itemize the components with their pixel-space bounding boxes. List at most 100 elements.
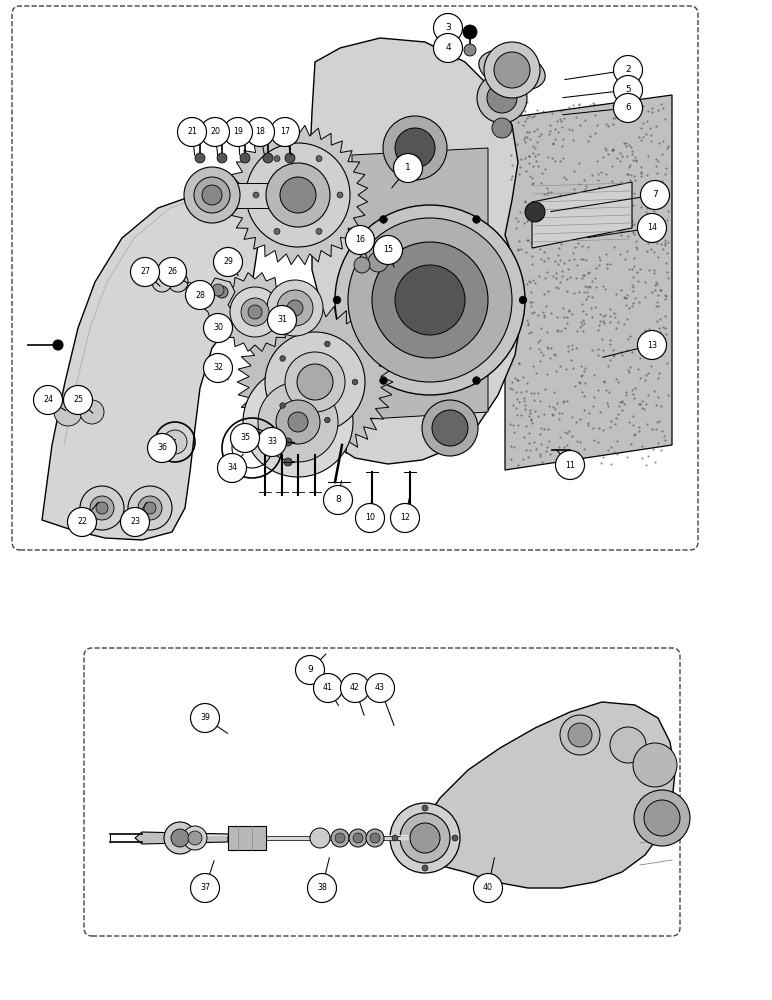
- Circle shape: [395, 128, 435, 168]
- Polygon shape: [505, 95, 672, 470]
- Circle shape: [277, 290, 313, 326]
- Circle shape: [138, 496, 162, 520]
- Text: 31: 31: [277, 316, 287, 324]
- Circle shape: [477, 73, 527, 123]
- Circle shape: [392, 835, 398, 841]
- Circle shape: [202, 185, 222, 205]
- Polygon shape: [352, 148, 488, 420]
- Circle shape: [472, 216, 480, 223]
- Text: 22: 22: [77, 518, 87, 526]
- Circle shape: [614, 55, 642, 84]
- Text: 6: 6: [625, 104, 631, 112]
- Circle shape: [152, 272, 172, 292]
- Circle shape: [335, 205, 525, 395]
- Circle shape: [297, 364, 333, 400]
- Circle shape: [194, 177, 230, 213]
- Text: 3: 3: [445, 23, 451, 32]
- Circle shape: [354, 257, 370, 273]
- Text: 32: 32: [213, 363, 223, 372]
- Text: 30: 30: [213, 324, 223, 332]
- Circle shape: [614, 76, 642, 104]
- Text: 7: 7: [652, 190, 658, 199]
- Circle shape: [80, 400, 104, 424]
- Text: 23: 23: [130, 518, 140, 526]
- Circle shape: [391, 504, 419, 532]
- Circle shape: [353, 833, 363, 843]
- Circle shape: [323, 486, 353, 514]
- Circle shape: [285, 153, 295, 163]
- Circle shape: [484, 42, 540, 98]
- Circle shape: [331, 829, 349, 847]
- Circle shape: [268, 306, 296, 334]
- Text: 33: 33: [267, 438, 277, 446]
- Circle shape: [268, 428, 276, 436]
- Circle shape: [80, 486, 124, 530]
- Text: 27: 27: [140, 267, 150, 276]
- Circle shape: [191, 704, 219, 732]
- Text: 1: 1: [405, 163, 411, 172]
- Text: 38: 38: [317, 884, 327, 892]
- Text: 12: 12: [400, 514, 410, 522]
- Circle shape: [263, 153, 273, 163]
- Circle shape: [520, 296, 527, 304]
- Polygon shape: [42, 195, 258, 540]
- Circle shape: [212, 284, 224, 296]
- Circle shape: [96, 502, 108, 514]
- Text: 8: 8: [335, 495, 341, 504]
- Circle shape: [266, 163, 330, 227]
- Circle shape: [253, 192, 259, 198]
- Circle shape: [231, 424, 259, 452]
- Circle shape: [452, 835, 458, 841]
- Circle shape: [204, 354, 232, 382]
- Text: 16: 16: [355, 235, 365, 244]
- Circle shape: [164, 822, 196, 854]
- Circle shape: [199, 286, 211, 298]
- Circle shape: [614, 94, 642, 122]
- Text: 39: 39: [200, 714, 210, 722]
- Circle shape: [395, 265, 465, 335]
- Circle shape: [171, 829, 189, 847]
- Ellipse shape: [479, 50, 545, 90]
- Circle shape: [274, 156, 280, 162]
- Circle shape: [54, 398, 82, 426]
- Text: 36: 36: [157, 444, 167, 452]
- Circle shape: [313, 674, 343, 702]
- Circle shape: [473, 874, 503, 902]
- Circle shape: [641, 180, 669, 209]
- Circle shape: [63, 385, 93, 414]
- Circle shape: [296, 656, 324, 684]
- Circle shape: [390, 803, 460, 873]
- Circle shape: [334, 296, 340, 304]
- Circle shape: [217, 153, 227, 163]
- Circle shape: [365, 674, 394, 702]
- Circle shape: [307, 874, 337, 902]
- Polygon shape: [532, 182, 632, 248]
- Text: 2: 2: [625, 65, 631, 74]
- Polygon shape: [229, 125, 367, 265]
- Circle shape: [280, 177, 316, 213]
- Circle shape: [380, 377, 388, 384]
- Text: 10: 10: [365, 514, 375, 522]
- Text: 25: 25: [73, 395, 83, 404]
- Circle shape: [310, 828, 330, 848]
- Text: 40: 40: [483, 884, 493, 892]
- Circle shape: [634, 790, 690, 846]
- Circle shape: [288, 412, 308, 432]
- Text: 4: 4: [445, 43, 451, 52]
- Circle shape: [191, 874, 219, 902]
- Circle shape: [188, 831, 202, 845]
- Circle shape: [633, 743, 677, 787]
- Circle shape: [316, 228, 322, 234]
- Polygon shape: [237, 304, 393, 460]
- Circle shape: [335, 833, 345, 843]
- Circle shape: [337, 192, 343, 198]
- Circle shape: [270, 117, 300, 146]
- Circle shape: [560, 715, 600, 755]
- Circle shape: [168, 272, 188, 292]
- Circle shape: [434, 33, 462, 62]
- Circle shape: [246, 143, 350, 247]
- Circle shape: [638, 214, 666, 242]
- Circle shape: [472, 377, 480, 384]
- Polygon shape: [408, 702, 675, 888]
- Text: 41: 41: [323, 684, 333, 692]
